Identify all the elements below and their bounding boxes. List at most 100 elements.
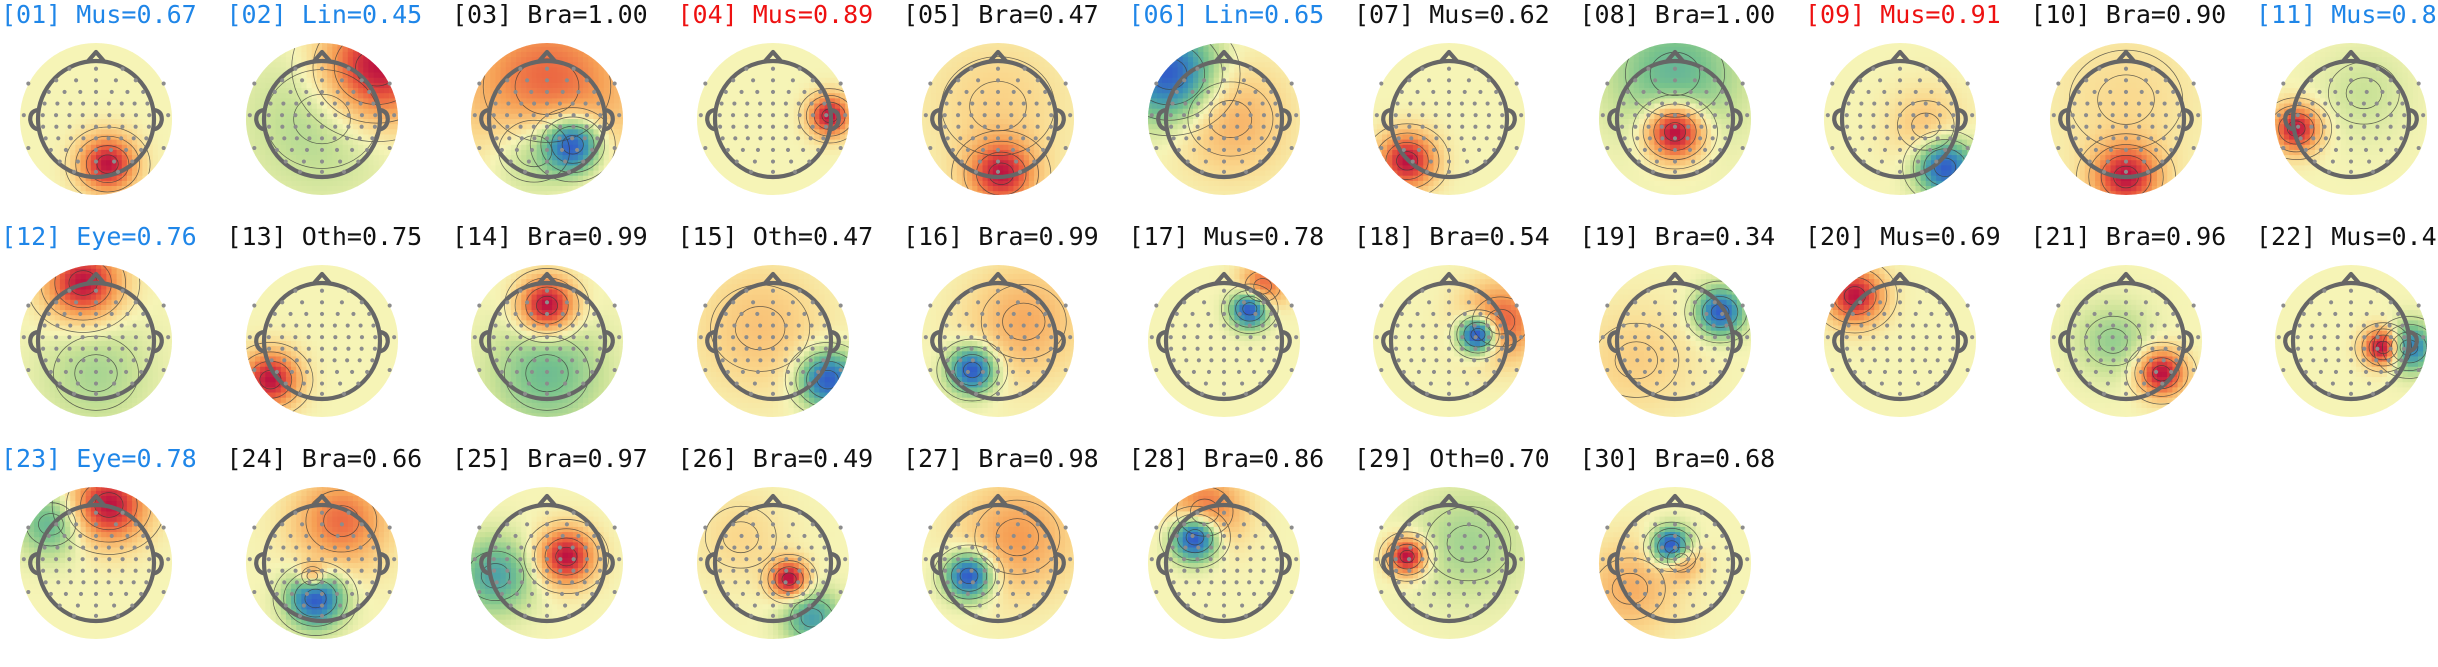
scalp-topomap	[1372, 264, 1526, 418]
electrode-dots	[1825, 288, 1975, 396]
scalp-topomap	[1147, 486, 1300, 640]
electrode-dots	[247, 510, 396, 618]
topo-panel-26: [26] Bra=0.49	[678, 444, 904, 666]
panel-label: [18] Bra=0.54	[1354, 222, 1550, 252]
electrode-dots	[1600, 288, 1749, 396]
electrode-dots	[1825, 66, 1975, 174]
electrode-dots	[21, 288, 171, 396]
topo-panel-29: [29] Oth=0.70	[1354, 444, 1580, 666]
panel-label: [24] Bra=0.66	[227, 444, 423, 474]
electrode-dots	[247, 288, 396, 396]
head-outline	[253, 271, 390, 402]
panel-label: [17] Mus=0.78	[1129, 222, 1325, 252]
scalp-topomap	[1598, 486, 1751, 640]
electrode-dots	[21, 66, 171, 174]
topo-panel-25: [25] Bra=0.97	[452, 444, 678, 666]
topo-panel-16: [16] Bra=0.99	[903, 222, 1129, 444]
electrode-dots	[698, 66, 847, 174]
contour-lines	[933, 499, 1061, 608]
panel-label: [04] Mus=0.89	[678, 0, 874, 30]
panel-label: [19] Bra=0.34	[1580, 222, 1776, 252]
panel-label: [01] Mus=0.67	[1, 0, 197, 30]
panel-label: [23] Eye=0.78	[1, 444, 197, 474]
electrode-dots	[2051, 66, 2200, 174]
electrode-dots	[923, 510, 1073, 618]
scalp-topomap	[921, 42, 1075, 196]
contour-lines	[1158, 486, 1233, 569]
activation-map	[921, 264, 1075, 418]
topo-panel-23: [23] Eye=0.78	[1, 444, 227, 666]
panel-label: [09] Mus=0.91	[1805, 0, 2001, 30]
electrode-dots	[1374, 66, 1524, 174]
electrode-dots	[247, 66, 396, 174]
scalp-topomap	[2049, 42, 2202, 196]
topo-panel-10: [10] Bra=0.90	[2031, 0, 2257, 222]
head-outline	[1606, 493, 1743, 624]
head-outline	[479, 49, 615, 180]
topo-panel-21: [21] Bra=0.96	[2031, 222, 2257, 444]
panel-label: [16] Bra=0.99	[903, 222, 1099, 252]
topo-panel-11: [11] Mus=0.80	[2256, 0, 2438, 222]
scalp-topomap	[1823, 264, 1977, 418]
topo-panel-14: [14] Bra=0.99	[452, 222, 678, 444]
scalp-topomap	[696, 486, 849, 640]
panel-label: [29] Oth=0.70	[1354, 444, 1550, 474]
electrode-dots	[1149, 66, 1298, 174]
head-outline	[704, 271, 841, 402]
scalp-topomap	[1598, 42, 1751, 196]
topo-panel-07: [07] Mus=0.62	[1354, 0, 1580, 222]
panel-label: [28] Bra=0.86	[1129, 444, 1325, 474]
electrode-dots	[1149, 510, 1298, 618]
scalp-topomap	[696, 264, 849, 418]
electrode-dots	[698, 288, 847, 396]
topo-panel-20: [20] Mus=0.69	[1805, 222, 2031, 444]
head-outline	[28, 493, 164, 624]
scalp-topomap	[245, 264, 398, 418]
panel-label: [15] Oth=0.47	[678, 222, 874, 252]
head-outline	[1155, 271, 1292, 402]
electrode-dots	[2051, 288, 2200, 396]
activation-map	[19, 486, 173, 640]
panel-label: [05] Bra=0.47	[903, 0, 1099, 30]
panel-label: [21] Bra=0.96	[2031, 222, 2227, 252]
topo-panel-05: [05] Bra=0.47	[903, 0, 1129, 222]
head-outline	[1381, 271, 1517, 402]
topo-panel-06: [06] Lin=0.65	[1129, 0, 1355, 222]
head-outline	[1606, 49, 1743, 180]
electrode-dots	[923, 66, 1073, 174]
electrode-dots	[472, 66, 622, 174]
panel-label: [26] Bra=0.49	[678, 444, 874, 474]
panel-label: [06] Lin=0.65	[1129, 0, 1325, 30]
scalp-topomap	[470, 264, 624, 418]
head-outline	[930, 49, 1066, 180]
electrode-dots	[698, 510, 847, 618]
topo-panel-13: [13] Oth=0.75	[227, 222, 453, 444]
panel-label: [02] Lin=0.45	[227, 0, 423, 30]
scalp-topomap	[921, 486, 1075, 640]
scalp-topomap	[19, 264, 173, 418]
scalp-topomap	[921, 264, 1075, 418]
topo-panel-19: [19] Bra=0.34	[1580, 222, 1806, 444]
panel-label: [07] Mus=0.62	[1354, 0, 1550, 30]
electrode-dots	[1149, 288, 1298, 396]
scalp-topomap	[19, 42, 173, 196]
topo-panel-09: [09] Mus=0.91	[1805, 0, 2031, 222]
panel-label: [12] Eye=0.76	[1, 222, 197, 252]
scalp-topomap	[1598, 264, 1751, 418]
head-outline	[1381, 493, 1517, 624]
panel-label: [25] Bra=0.97	[452, 444, 648, 474]
scalp-topomap	[1372, 42, 1526, 196]
scalp-topomap	[470, 42, 624, 196]
scalp-topomap	[1147, 264, 1300, 418]
topo-panel-01: [01] Mus=0.67	[1, 0, 227, 222]
scalp-topomap	[19, 486, 173, 640]
head-outline	[704, 493, 841, 624]
electrode-dots	[1600, 66, 1749, 174]
scalp-topomap	[1372, 486, 1526, 640]
head-outline	[930, 493, 1066, 624]
topo-panel-03: [03] Bra=1.00	[452, 0, 678, 222]
head-outline	[2283, 49, 2419, 180]
topo-panel-02: [02] Lin=0.45	[227, 0, 453, 222]
topo-panel-22: [22] Mus=0.47	[2256, 222, 2438, 444]
